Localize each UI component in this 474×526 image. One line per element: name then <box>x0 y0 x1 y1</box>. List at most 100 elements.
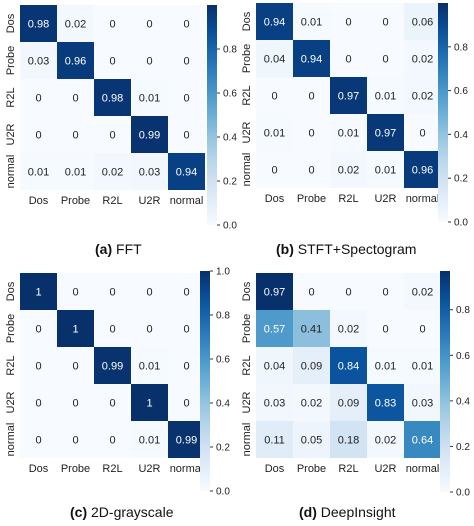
colorbar <box>440 271 450 492</box>
heatmap-cell-dos-dos <box>256 273 293 310</box>
x-tick-label-normal: normal <box>406 463 440 475</box>
heatmap-cell-probe-probe <box>57 42 94 79</box>
cell-value-label: 0.01 <box>65 167 86 179</box>
cell-value-label: 0.01 <box>139 93 160 105</box>
heatmap-cell-dos-normal <box>404 3 441 40</box>
cell-value-label: 0 <box>72 130 78 142</box>
cell-value-label: 0 <box>109 324 115 336</box>
cell-value-label: 1 <box>35 287 41 299</box>
cell-value-label: 0 <box>109 398 115 410</box>
colorbar-tick-label: 0.2 <box>456 442 470 453</box>
x-tick-label-dos: Dos <box>29 195 49 207</box>
cell-value-label: 0.83 <box>375 398 396 410</box>
heatmap-cell-u2r-r2l <box>94 116 131 153</box>
cell-value-label: 0.02 <box>412 54 433 66</box>
cell-value-label: 0 <box>72 398 78 410</box>
heatmap-cell-normal-u2r <box>367 151 404 188</box>
y-tick-label-normal: normal <box>5 155 17 189</box>
colorbar-tick-label: 0.4 <box>216 399 230 410</box>
heatmap-cell-probe-u2r <box>131 310 168 347</box>
cell-value-label: 0 <box>345 54 351 66</box>
caption-label: (d) <box>299 504 317 520</box>
cell-value-label: 0.94 <box>301 54 322 66</box>
cell-value-label: 0.18 <box>338 435 359 447</box>
y-tick-label-u2r: U2R <box>5 391 17 413</box>
heatmap-cell-dos-normal <box>404 273 441 310</box>
heatmap-cell-dos-r2l <box>94 273 131 310</box>
cell-value-label: 0.09 <box>338 398 359 410</box>
x-tick-label-r2l: R2L <box>102 195 122 207</box>
heatmap-cell-probe-r2l <box>330 310 367 347</box>
cell-value-label: 1 <box>146 398 152 410</box>
caption-text: 2D-grayscale <box>91 504 174 520</box>
caption-text: DeepInsight <box>320 504 396 520</box>
cell-value-label: 0.99 <box>102 361 123 373</box>
heatmap-cell-probe-normal <box>404 310 441 347</box>
colorbar-tick-label: 0.2 <box>216 443 230 454</box>
heatmap-cell-dos-probe <box>293 273 330 310</box>
heatmap-cell-probe-u2r <box>131 42 168 79</box>
cell-value-label: 0.94 <box>176 167 197 179</box>
colorbar-tick-label: 0.6 <box>454 86 468 97</box>
cell-value-label: 0 <box>109 435 115 447</box>
x-tick-label-r2l: R2L <box>338 463 358 475</box>
heatmap-cell-dos-probe <box>57 273 94 310</box>
heatmap-stft: 0.94 0.01 0 0 0.06 0.04 0.94 0 0 0.02 0 0 0.97 0.01 0.… <box>241 3 468 229</box>
heatmap-cell-probe-r2l <box>330 40 367 77</box>
heatmap-cell-normal-r2l <box>330 421 367 458</box>
cell-value-label: 0.04 <box>264 361 285 373</box>
x-tick-label-u2r: U2R <box>374 463 396 475</box>
cell-value-label: 0.01 <box>28 167 49 179</box>
heatmap-cell-dos-u2r <box>131 5 168 42</box>
cell-value-label: 0.05 <box>301 435 322 447</box>
heatmap-cell-r2l-dos <box>256 347 293 384</box>
heatmap-cell-normal-probe <box>293 421 330 458</box>
cell-value-label: 0.01 <box>338 128 359 140</box>
heatmap-cell-probe-u2r <box>367 40 404 77</box>
cell-value-label: 0.01 <box>412 361 433 373</box>
heatmap-cell-r2l-u2r <box>367 347 404 384</box>
heatmap-cell-r2l-normal <box>168 79 205 116</box>
cell-value-label: 0.02 <box>338 165 359 177</box>
heatmap-cell-normal-dos <box>20 153 57 190</box>
heatmap-cell-normal-dos <box>256 421 293 458</box>
cell-value-label: 0.99 <box>139 130 160 142</box>
heatmap-cell-r2l-dos <box>256 77 293 114</box>
heatmap-cell-normal-u2r <box>131 421 168 458</box>
heatmap-cell-u2r-probe <box>293 114 330 151</box>
cell-value-label: 0 <box>183 56 189 68</box>
heatmap-cell-u2r-dos <box>256 384 293 421</box>
heatmap-cell-r2l-u2r <box>131 347 168 384</box>
heatmap-cell-normal-u2r <box>131 153 168 190</box>
caption-text: FFT <box>116 241 142 257</box>
heatmap-cell-normal-normal <box>404 151 441 188</box>
colorbar-tick-label: 0.6 <box>456 351 470 362</box>
panel-2d-grayscale: 1 0 0 0 0 0 1 0 0 0 0 0 0.99 0.01 0 0 0 0 1 0 0 0 0 0.01 0.99 Dos… <box>0 263 237 526</box>
cell-value-label: 0 <box>382 287 388 299</box>
colorbar-tick-label: 0.4 <box>454 130 468 141</box>
heatmap-cell-normal-u2r <box>367 421 404 458</box>
heatmap-cell-dos-normal <box>168 5 205 42</box>
y-tick-label-probe: Probe <box>241 314 253 343</box>
heatmap-cell-u2r-r2l <box>330 384 367 421</box>
heatmap-cell-u2r-normal <box>404 384 441 421</box>
cell-value-label: 0 <box>35 130 41 142</box>
heatmap-cell-probe-normal <box>168 310 205 347</box>
heatmap-cell-probe-dos <box>256 310 293 347</box>
x-tick-label-r2l: R2L <box>102 463 122 475</box>
y-tick-label-probe: Probe <box>5 46 17 75</box>
cell-value-label: 0.02 <box>338 324 359 336</box>
colorbar-tick-label: 0.8 <box>223 45 237 56</box>
cell-value-label: 0 <box>146 287 152 299</box>
y-tick-label-r2l: R2L <box>5 87 17 107</box>
heatmap-cell-r2l-normal <box>404 347 441 384</box>
cell-value-label: 0 <box>183 398 189 410</box>
cell-value-label: 0.99 <box>176 435 197 447</box>
x-tick-label-dos: Dos <box>29 463 49 475</box>
colorbar-tick-label: 0.0 <box>456 488 470 499</box>
heatmap-cell-dos-r2l <box>94 5 131 42</box>
colorbar-tick-label: 0.4 <box>456 396 470 407</box>
cell-value-label: 0.84 <box>338 361 359 373</box>
cell-value-label: 0 <box>183 130 189 142</box>
cell-value-label: 0.03 <box>28 56 49 68</box>
